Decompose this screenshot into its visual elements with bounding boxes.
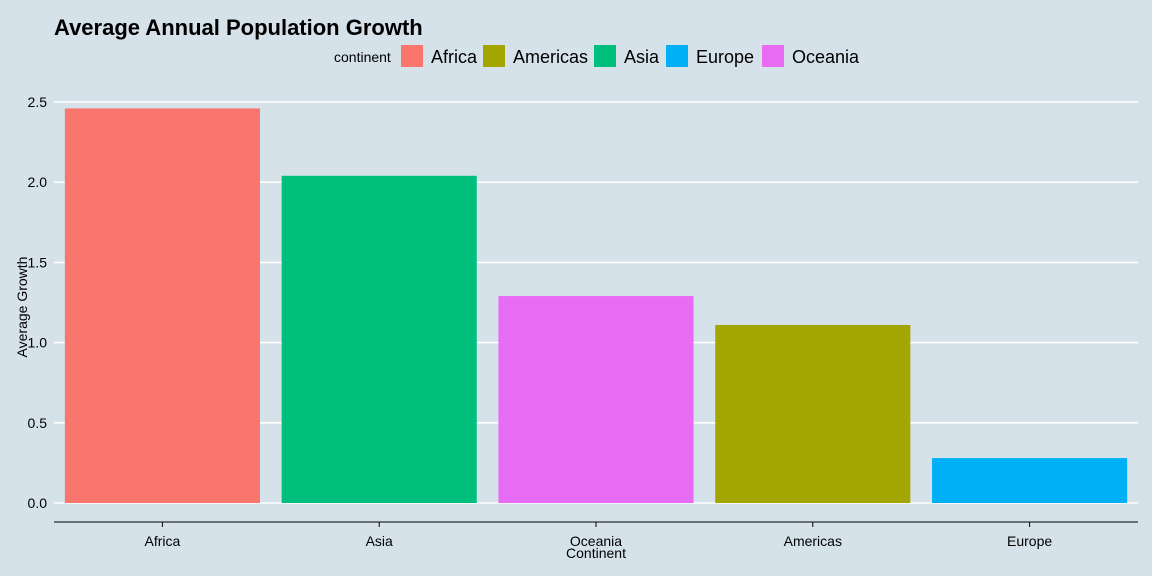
legend-label-asia: Asia <box>624 47 660 67</box>
legend-swatch-asia <box>594 45 616 67</box>
y-tick-label: 2.0 <box>28 174 48 190</box>
x-tick-label: Oceania <box>570 533 622 549</box>
legend-swatch-africa <box>401 45 423 67</box>
y-axis-title: Average Growth <box>14 257 30 358</box>
y-tick-label: 0.0 <box>28 495 48 511</box>
bars <box>64 108 1128 503</box>
x-tick-label: Africa <box>145 533 181 549</box>
legend-swatch-americas <box>483 45 505 67</box>
x-tick-label: Europe <box>1007 533 1052 549</box>
bar-asia <box>281 175 477 503</box>
bar-oceania <box>498 296 694 503</box>
bar-africa <box>64 108 260 503</box>
y-tick-label: 0.5 <box>28 415 48 431</box>
y-tick-label: 2.5 <box>28 94 48 110</box>
x-axis-title: Continent <box>566 545 626 561</box>
y-axis-ticks: 0.0 0.5 1.0 1.5 2.0 2.5 <box>28 94 48 511</box>
legend-title: continent <box>334 49 391 65</box>
bar-europe <box>932 458 1128 503</box>
legend-label-africa: Africa <box>431 47 478 67</box>
x-axis-ticks: Africa Asia Oceania Americas Europe <box>145 522 1052 549</box>
legend-swatch-oceania <box>762 45 784 67</box>
legend: continent Africa Americas Asia Europe Oceani… <box>334 45 860 67</box>
x-tick-label: Americas <box>784 533 842 549</box>
y-tick-label: 1.0 <box>28 335 48 351</box>
legend-swatch-europe <box>666 45 688 67</box>
bar-americas <box>715 324 911 503</box>
x-tick-label: Asia <box>366 533 393 549</box>
chart-title: Average Annual Population Growth <box>54 15 423 40</box>
legend-label-oceania: Oceania <box>792 47 860 67</box>
y-tick-label: 1.5 <box>28 254 48 270</box>
legend-label-americas: Americas <box>513 47 588 67</box>
legend-label-europe: Europe <box>696 47 754 67</box>
